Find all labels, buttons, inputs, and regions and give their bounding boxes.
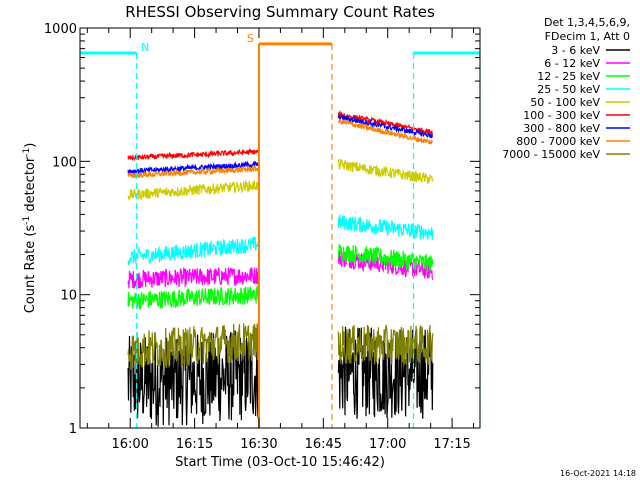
legend-label-3: 25 - 50 keV [537,83,600,96]
legend-label-6: 300 - 800 keV [523,122,600,135]
night-marker-label: N [141,41,149,54]
y-tick-label-3: 1000 [44,22,77,37]
series-line-0-segment-1 [337,326,434,419]
series-line-5-segment-0 [127,147,260,162]
x-tick-label-4: 17:00 [369,437,406,452]
x-tick-label-2: 16:30 [240,437,277,452]
y-tick-label-0: 1 [69,422,77,437]
legend-label-4: 50 - 100 keV [530,96,600,109]
series-line-3-segment-0 [127,236,260,266]
legend-label-7: 800 - 7000 keV [516,135,600,148]
series-line-1-segment-0 [127,267,260,289]
legend-label-1: 6 - 12 keV [544,57,600,70]
series-line-8-segment-0 [127,321,260,370]
series-line-4-segment-1 [337,158,434,184]
series-line-2-segment-0 [127,284,260,310]
series-line-6-segment-1 [337,114,433,139]
legend-header-2: FDecim 1, Att 0 [545,30,630,43]
legend-header-1: Det 1,3,4,5,6,9, [544,16,630,29]
x-axis-label: Start Time (03-Oct-10 15:46:42) [175,455,385,470]
data-layer [127,109,434,427]
y-axis-label-sup1: -1 [22,216,32,225]
x-tick-label-5: 17:15 [433,437,470,452]
x-tick-label-0: 16:00 [111,437,148,452]
legend-label-0: 3 - 6 keV [551,44,600,57]
y-tick-label-2: 100 [52,155,77,170]
series-line-2-segment-1 [337,244,434,273]
x-tick-label-1: 16:15 [176,437,213,452]
y-axis-label-mid: detector [23,156,38,216]
series-line-6-segment-0 [127,160,260,175]
saa-marker-label: S [247,32,254,45]
series-line-4-segment-0 [127,179,260,202]
timestamp: 16-Oct-2021 14:18 [560,469,636,478]
series-line-3-segment-1 [337,214,434,241]
legend-label-5: 100 - 300 keV [523,109,600,122]
series-line-8-segment-1 [337,324,434,365]
legend-label-8: 7000 - 15000 keV [502,148,600,161]
series-line-7-segment-1 [337,117,434,145]
y-axis-label-sup2: -1 [22,148,32,157]
axis-layer: 16:00 16:15 16:30 16:45 17:00 17:15 1 10 100 1000 [44,22,480,452]
series-line-7-segment-0 [127,164,260,180]
legend: Det 1,3,4,5,6,9, FDecim 1, Att 0 3 - 6 k… [502,16,630,161]
y-axis-label-end: ) [23,143,38,148]
y-axis-label: Count Rate (s-1 detector-1) [22,143,38,314]
legend-label-2: 12 - 25 keV [537,70,600,83]
series-line-1-segment-1 [337,250,434,281]
y-tick-label-1: 10 [60,289,77,304]
x-tick-label-3: 16:45 [305,437,342,452]
chart-title: RHESSI Observing Summary Count Rates [125,3,435,21]
y-axis-label-start: Count Rate (s [23,225,38,314]
